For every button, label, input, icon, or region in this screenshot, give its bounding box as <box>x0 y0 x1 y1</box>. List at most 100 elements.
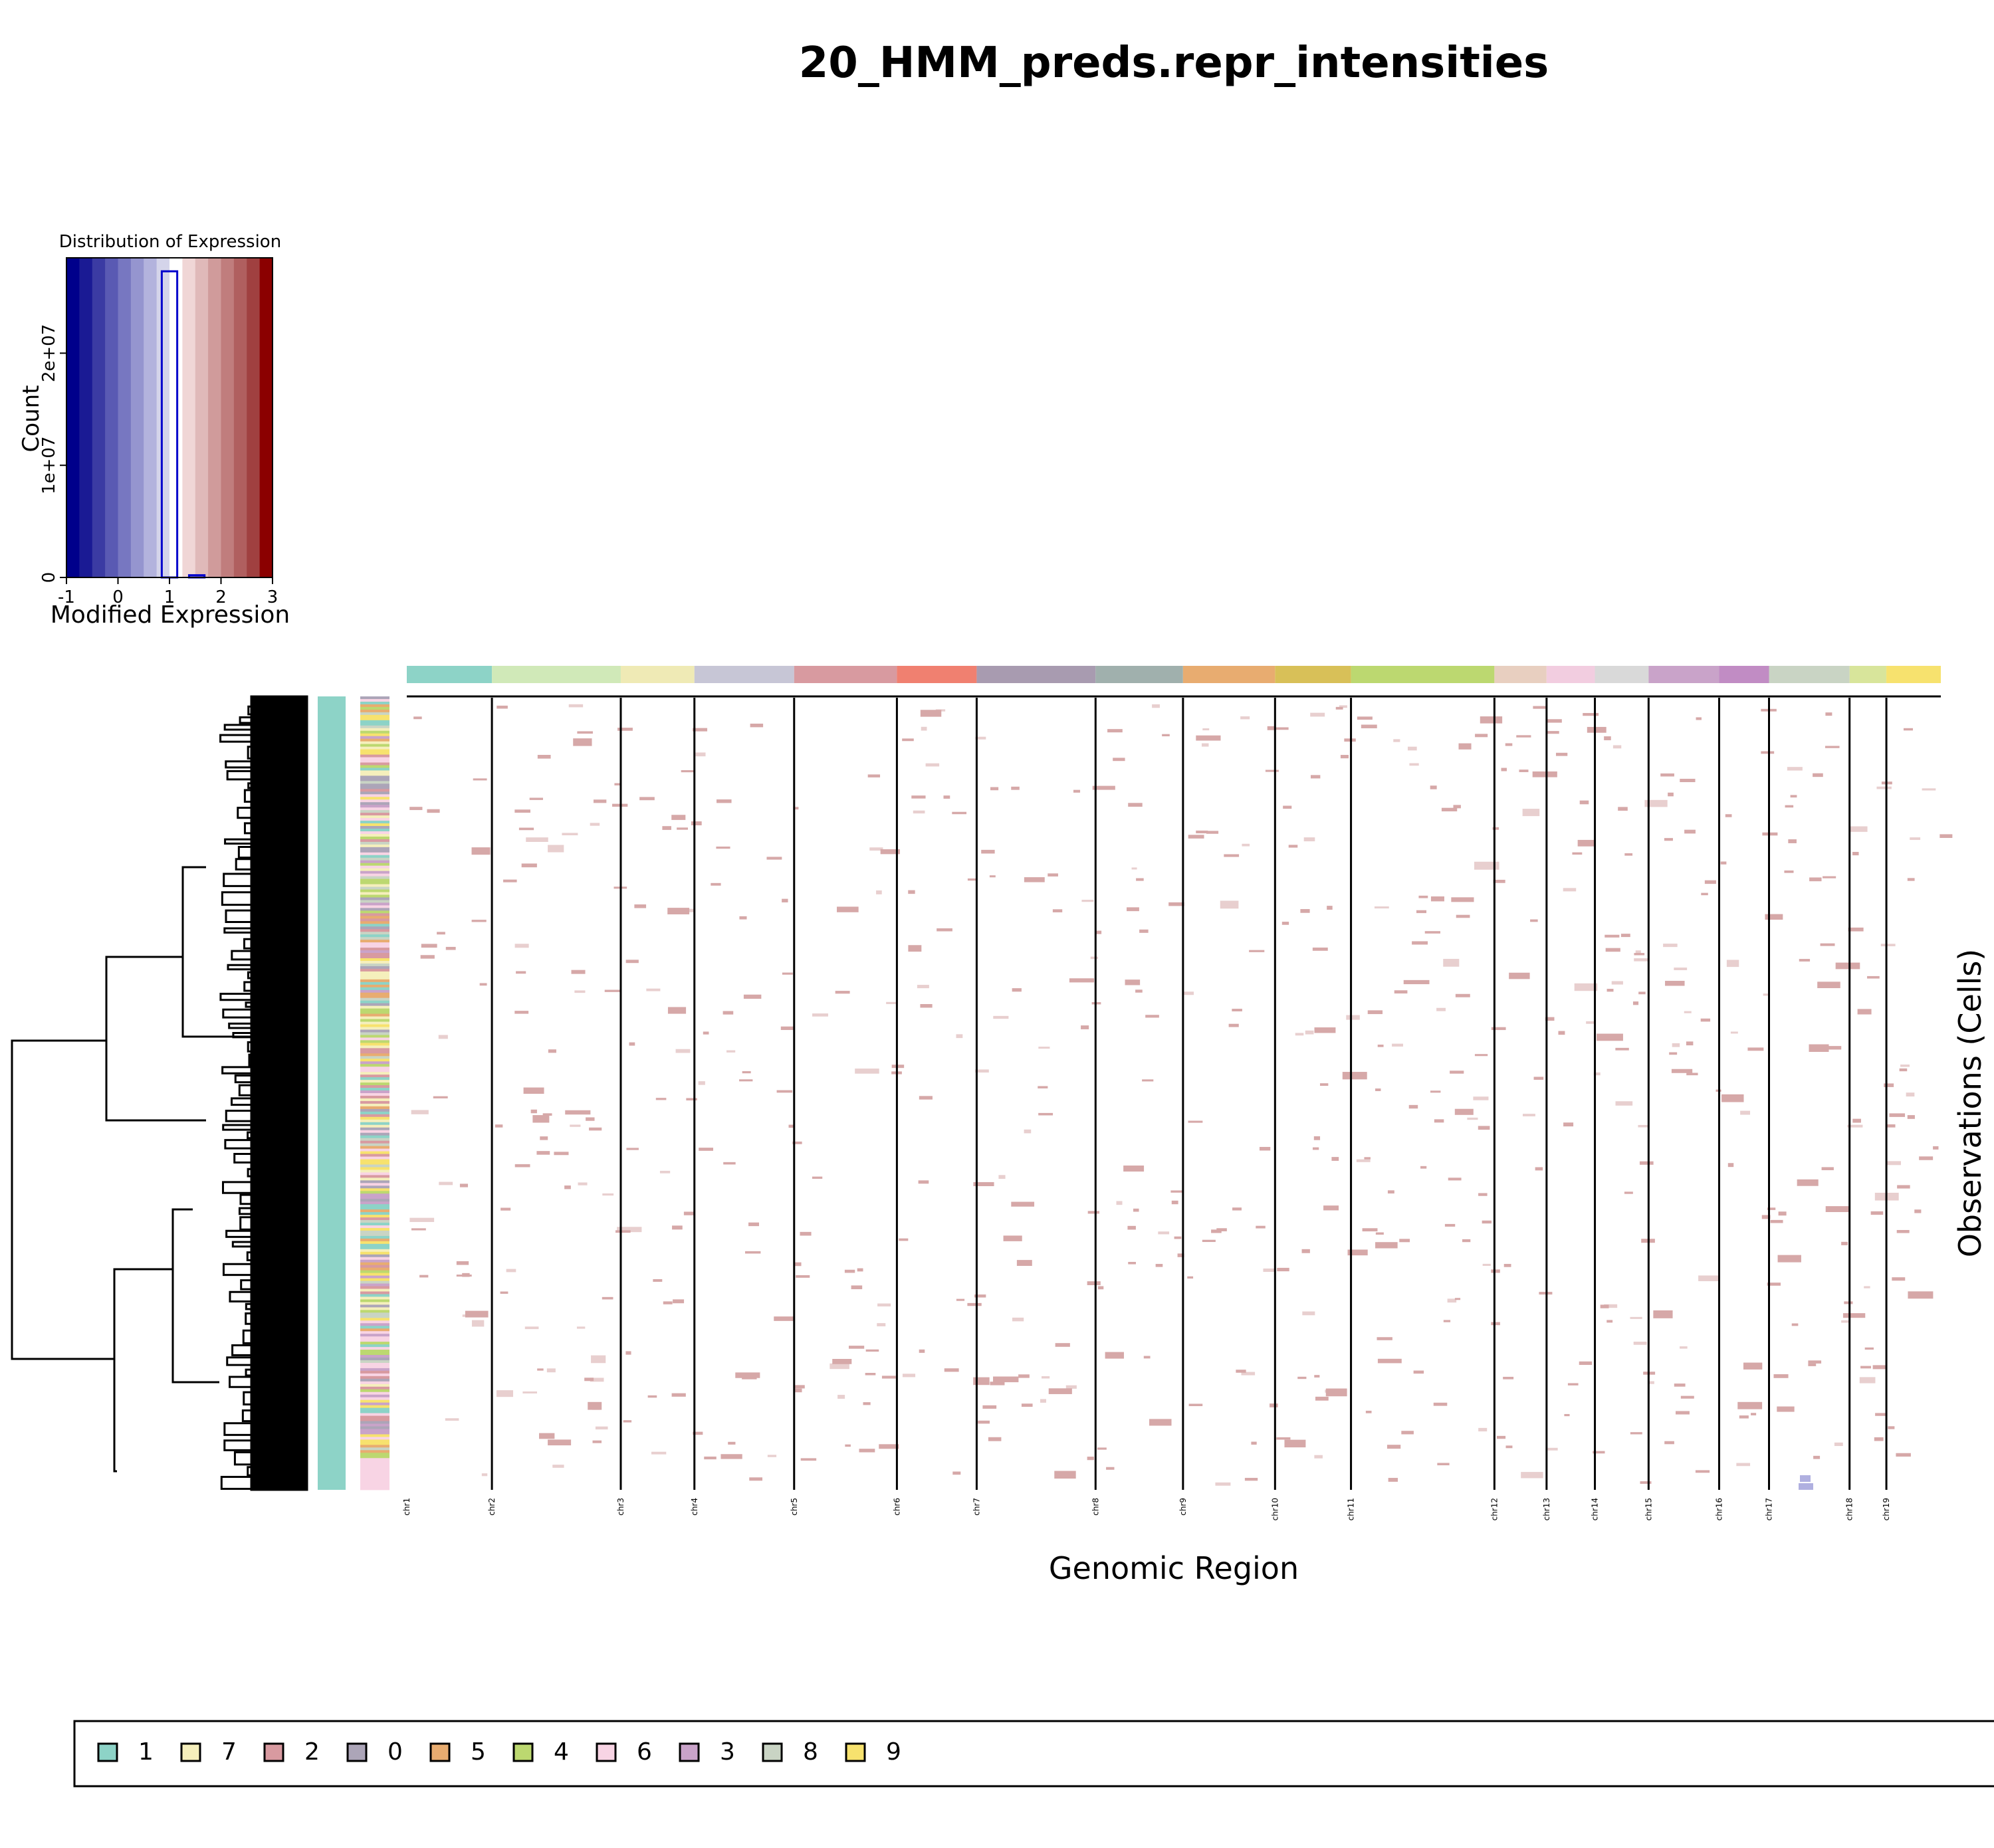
cnv-segment <box>1041 1376 1050 1379</box>
cnv-segment <box>788 1124 795 1128</box>
cluster-row <box>360 1320 389 1324</box>
cnv-segment <box>1761 751 1775 754</box>
cnv-segment <box>1884 1083 1894 1087</box>
dendrogram-branch <box>231 1097 251 1106</box>
cluster-row <box>360 1426 389 1429</box>
chromosome-label: chr18 <box>1845 1498 1854 1520</box>
cnv-segment <box>1841 1320 1850 1323</box>
cnv-segment <box>1740 1110 1751 1115</box>
cluster-row <box>360 876 389 880</box>
cnv-segment <box>1593 1451 1605 1454</box>
cluster-row <box>360 1350 389 1353</box>
cnv-segment <box>473 778 487 781</box>
cnv-segment <box>1778 1211 1787 1216</box>
cnv-segment <box>1444 1223 1456 1227</box>
cnv-segment <box>967 1302 982 1306</box>
cnv-segment <box>590 1378 604 1382</box>
dendrogram-branch <box>247 1131 251 1140</box>
cnv-segment <box>1155 1264 1163 1267</box>
x-tick-label: 0 <box>112 587 124 607</box>
cluster-row <box>360 1299 389 1302</box>
cluster-row <box>360 1167 389 1170</box>
cnv-segment <box>1128 803 1143 807</box>
cluster-row <box>360 900 389 903</box>
dendrogram-branch <box>221 1066 251 1075</box>
cell-dendrogram <box>11 695 308 1491</box>
cluster-row <box>360 829 389 832</box>
cnv-segment <box>943 795 950 799</box>
cluster-row <box>360 1336 389 1340</box>
cnv-segment <box>1844 1301 1853 1304</box>
cluster-row <box>360 934 389 938</box>
cnv-segment <box>1054 1471 1076 1479</box>
cnv-segment <box>1377 1045 1384 1047</box>
cluster-row <box>360 1162 389 1165</box>
cluster-row <box>360 836 389 840</box>
cnv-segment <box>1206 831 1219 834</box>
cluster-row <box>360 1355 389 1358</box>
cnv-segment <box>1433 1402 1448 1406</box>
cnv-segment <box>886 1001 896 1005</box>
cluster-row <box>360 722 389 726</box>
cnv-segment <box>998 1175 1006 1180</box>
cluster-row <box>360 730 389 734</box>
cnv-segment <box>1503 1264 1511 1267</box>
cnv-segment <box>1808 1363 1817 1366</box>
cnv-segment <box>1052 909 1063 912</box>
cnv-segment <box>1038 1112 1053 1116</box>
cnv-segment <box>1267 726 1276 730</box>
cluster-row <box>360 1323 389 1326</box>
cluster-row <box>360 1233 389 1237</box>
cnv-segment <box>542 1113 552 1116</box>
dendrogram-branch <box>235 858 251 871</box>
cnv-segment <box>1434 1119 1444 1123</box>
color-scale-swatch <box>195 258 209 577</box>
cnv-segment <box>1315 1396 1329 1401</box>
cnv-segment <box>1939 834 1953 838</box>
chromosome-label: chr13 <box>1542 1498 1551 1520</box>
cluster-row <box>360 717 389 721</box>
cnv-segment <box>1475 734 1488 738</box>
cnv-segment <box>1139 929 1149 933</box>
cnv-segment <box>1131 867 1137 870</box>
cluster-row <box>360 871 389 874</box>
cnv-segment <box>832 1358 852 1364</box>
cnv-segment <box>1065 1385 1077 1389</box>
cnv-segment <box>837 906 859 912</box>
legend-swatch <box>512 1742 534 1762</box>
cnv-segment <box>1695 1470 1710 1473</box>
cluster-row <box>360 956 389 959</box>
cnv-segment <box>1821 1167 1834 1170</box>
cnv-segment <box>1407 746 1417 751</box>
cnv-segment <box>445 946 456 950</box>
cnv-segment <box>1443 1320 1451 1322</box>
cluster-row <box>360 863 389 867</box>
legend-swatch <box>429 1742 451 1762</box>
dendrogram-branch <box>229 1290 251 1302</box>
cluster-row <box>360 1442 389 1445</box>
cluster-row <box>360 791 389 795</box>
chromosome-color-block <box>1886 666 1941 683</box>
cluster-row <box>360 712 389 716</box>
cluster-row <box>360 778 389 781</box>
cluster-row <box>360 1423 389 1427</box>
cluster-row <box>360 878 389 882</box>
cnv-segment <box>1684 1011 1692 1013</box>
cnv-segment <box>1522 1114 1535 1116</box>
cnv-segment <box>1069 978 1095 983</box>
dendrogram-branch <box>243 981 251 992</box>
cluster-row <box>360 1315 389 1318</box>
cnv-segment <box>776 1090 793 1093</box>
cnv-segment <box>465 1310 489 1318</box>
cnv-segment <box>1660 773 1674 777</box>
cnv-segment <box>1170 1190 1183 1193</box>
cnv-segment <box>1478 1427 1488 1432</box>
cluster-row <box>360 709 389 713</box>
cnv-segment <box>877 1303 891 1307</box>
color-scale-swatch <box>156 258 170 577</box>
cluster-row <box>360 1067 389 1070</box>
cnv-segment <box>1158 1231 1170 1235</box>
cnv-segment <box>653 1279 663 1282</box>
cluster-row <box>360 1108 389 1112</box>
cnv-segment <box>920 710 942 717</box>
